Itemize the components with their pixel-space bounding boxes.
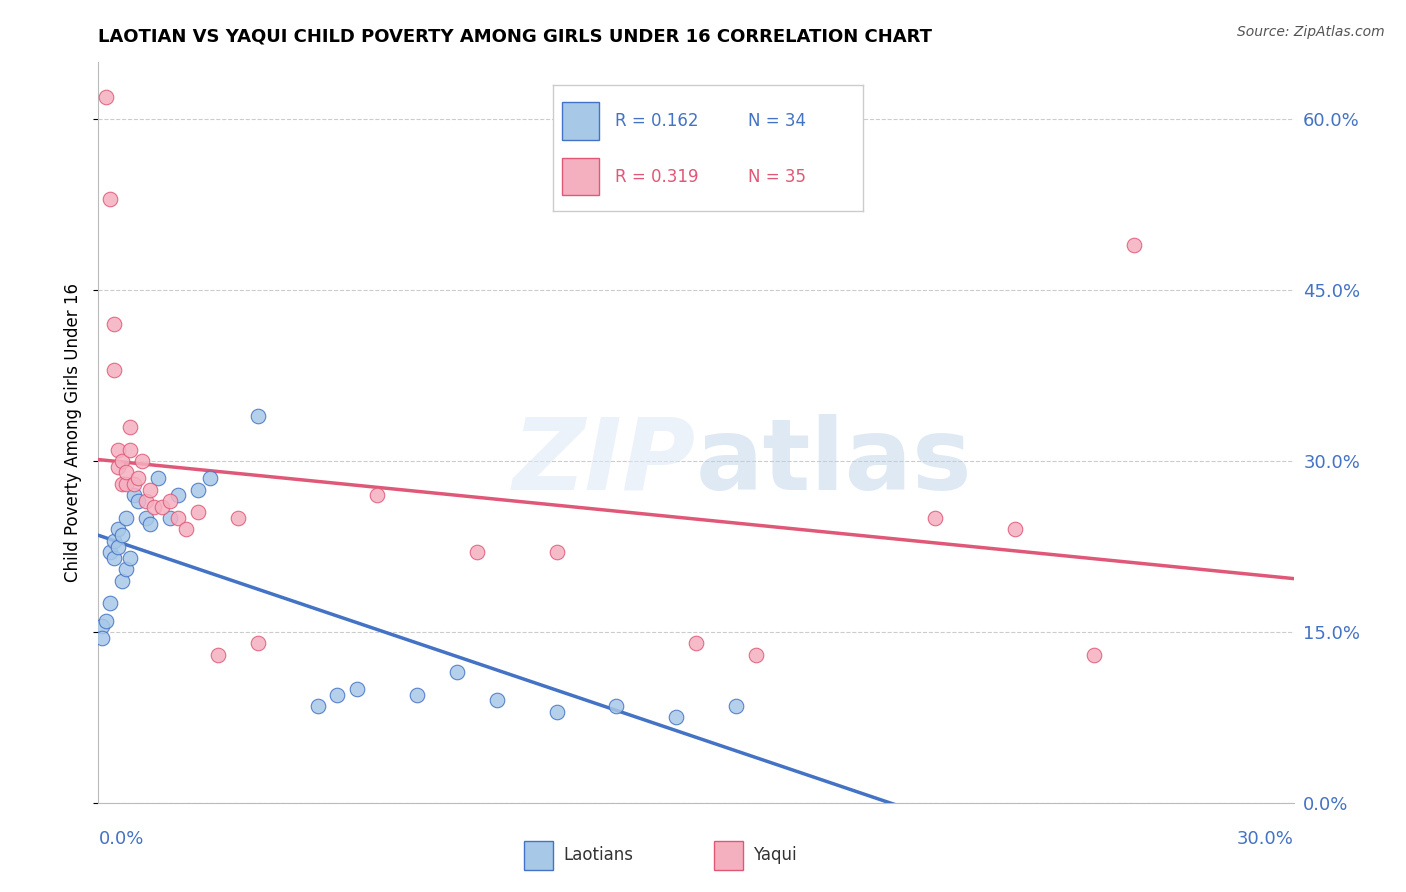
- Point: [111, 454, 134, 468]
- Point: [115, 466, 138, 480]
- Point: [198, 471, 221, 485]
- Point: [115, 562, 138, 576]
- Point: [246, 636, 269, 650]
- Point: [187, 505, 209, 519]
- Point: [103, 318, 125, 332]
- Point: [143, 500, 166, 514]
- Point: [174, 523, 197, 537]
- Point: [135, 511, 157, 525]
- Point: [167, 488, 190, 502]
- Point: [150, 500, 173, 514]
- Point: [1083, 648, 1105, 662]
- Point: [120, 550, 142, 565]
- Point: [111, 528, 134, 542]
- Point: [111, 574, 134, 588]
- Point: [120, 420, 142, 434]
- Point: [96, 614, 118, 628]
- Point: [226, 511, 249, 525]
- Point: [1004, 523, 1026, 537]
- Text: ZIP: ZIP: [513, 414, 696, 511]
- Point: [107, 459, 129, 474]
- Point: [605, 698, 627, 713]
- Point: [115, 511, 138, 525]
- Point: [167, 511, 190, 525]
- Text: 0.0%: 0.0%: [98, 830, 143, 847]
- Point: [465, 545, 488, 559]
- Point: [924, 511, 946, 525]
- Point: [111, 476, 134, 491]
- Point: [326, 688, 349, 702]
- Point: [724, 698, 747, 713]
- Point: [96, 89, 118, 103]
- Point: [406, 688, 429, 702]
- Point: [139, 516, 162, 531]
- Point: [98, 597, 122, 611]
- Point: [148, 471, 170, 485]
- Point: [98, 192, 122, 206]
- Point: [139, 483, 162, 497]
- Point: [120, 442, 142, 457]
- Point: [124, 488, 146, 502]
- Point: [131, 454, 153, 468]
- Point: [546, 705, 568, 719]
- Point: [107, 442, 129, 457]
- Text: Source: ZipAtlas.com: Source: ZipAtlas.com: [1237, 25, 1385, 39]
- Point: [127, 494, 149, 508]
- Point: [307, 698, 329, 713]
- Point: [207, 648, 229, 662]
- Point: [159, 511, 181, 525]
- Point: [115, 476, 138, 491]
- Point: [665, 710, 688, 724]
- Point: [346, 681, 368, 696]
- Point: [446, 665, 468, 679]
- Text: LAOTIAN VS YAQUI CHILD POVERTY AMONG GIRLS UNDER 16 CORRELATION CHART: LAOTIAN VS YAQUI CHILD POVERTY AMONG GIR…: [98, 28, 932, 45]
- Point: [91, 631, 114, 645]
- Point: [366, 488, 388, 502]
- Point: [1123, 237, 1146, 252]
- Point: [103, 533, 125, 548]
- Point: [98, 545, 122, 559]
- Point: [246, 409, 269, 423]
- Point: [127, 471, 149, 485]
- Point: [159, 494, 181, 508]
- Point: [124, 476, 146, 491]
- Text: atlas: atlas: [696, 414, 973, 511]
- Point: [485, 693, 508, 707]
- Point: [107, 523, 129, 537]
- Point: [135, 494, 157, 508]
- Y-axis label: Child Poverty Among Girls Under 16: Child Poverty Among Girls Under 16: [65, 283, 83, 582]
- Point: [103, 550, 125, 565]
- Point: [685, 636, 707, 650]
- Point: [103, 363, 125, 377]
- Text: 30.0%: 30.0%: [1237, 830, 1294, 847]
- Point: [187, 483, 209, 497]
- Point: [546, 545, 568, 559]
- Point: [745, 648, 768, 662]
- Point: [91, 619, 114, 633]
- Point: [107, 540, 129, 554]
